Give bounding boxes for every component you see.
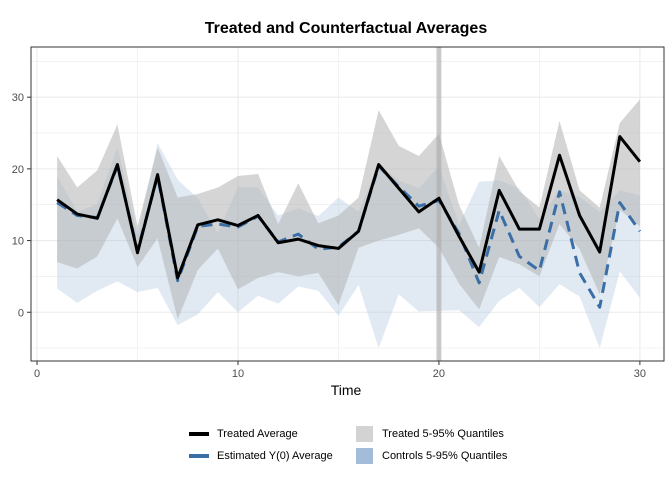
bands: [57, 99, 640, 349]
legend-label: Estimated Y(0) Average: [217, 450, 333, 462]
series-lines: [56, 135, 642, 309]
legend-key-controls-quantiles: [355, 448, 373, 464]
legend-label: Treated 5-95% Quantiles: [382, 428, 504, 440]
legend-label: Controls 5-95% Quantiles: [382, 450, 508, 462]
y-tick-label: 0: [18, 307, 24, 319]
y-tick-label: 20: [12, 164, 24, 176]
x-tick-label: 20: [433, 368, 445, 380]
x-tick-label: 0: [34, 368, 40, 380]
x-tick-label: 10: [232, 368, 244, 380]
legend-label: Treated Average: [217, 428, 298, 440]
legend-item-treated-quantiles: Treated 5-95% Quantiles: [353, 426, 518, 442]
chart-title: Treated and Counterfactual Averages: [205, 20, 488, 37]
legend-item-controls-quantiles: Controls 5-95% Quantiles: [353, 448, 518, 464]
legend-key-treated-average: [189, 432, 209, 436]
y-tick-label: 30: [12, 92, 24, 104]
x-axis: 0 10 20 30: [34, 361, 646, 380]
x-tick-label: 30: [634, 368, 646, 380]
legend: Treated Average Treated 5-95% Quantiles …: [188, 423, 518, 467]
y-tick-label: 10: [12, 236, 24, 248]
legend-key-estimated-y0: [189, 454, 209, 458]
panel-border: [30, 46, 665, 362]
x-axis-label: Time: [331, 382, 362, 398]
band-treated-quantiles: [57, 99, 640, 320]
series-treated-average: [56, 135, 642, 280]
legend-key-treated-quantiles: [355, 426, 373, 442]
y-axis: 0 10 20 30: [12, 92, 31, 319]
legend-item-estimated-y0: Estimated Y(0) Average: [188, 448, 353, 464]
legend-item-treated-average: Treated Average: [188, 426, 353, 442]
